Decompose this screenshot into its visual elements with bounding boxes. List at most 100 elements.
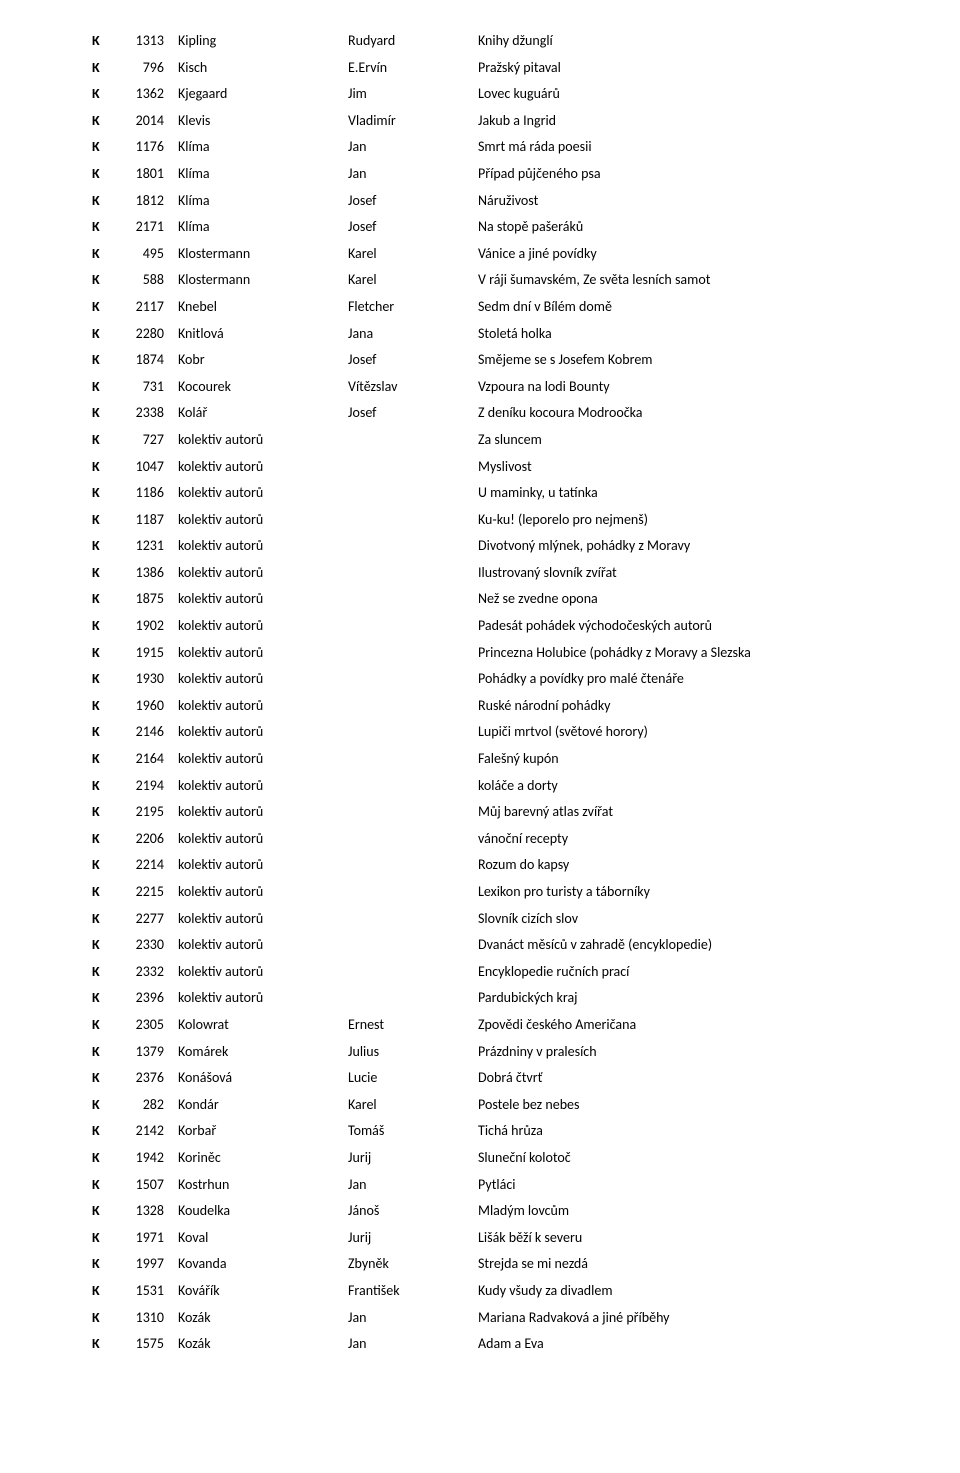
table-row: K1812KlímaJosefNáruživost [92,188,900,215]
row-title: Z deníku kocoura Modroočka [478,400,900,427]
table-row: K2117KnebelFletcherSedm dní v Bílém domě [92,294,900,321]
row-surname: kolektiv autorů [178,773,348,800]
row-title: Jakub a Ingrid [478,108,900,135]
row-title: Divotvoný mlýnek, pohádky z Moravy [478,533,900,560]
table-row: K731KocourekVítězslavVzpoura na lodi Bou… [92,374,900,401]
row-surname: Kondár [178,1092,348,1119]
row-firstname: Jana [348,321,478,348]
row-title: Rozum do kapsy [478,852,900,879]
row-firstname [348,985,478,1012]
row-firstname: Zbyněk [348,1251,478,1278]
row-firstname: Jurij [348,1145,478,1172]
row-title: Postele bez nebes [478,1092,900,1119]
row-firstname [348,906,478,933]
row-surname: kolektiv autorů [178,985,348,1012]
row-firstname: Jim [348,81,478,108]
table-row: K1875kolektiv autorůNež se zvedne opona [92,586,900,613]
row-firstname [348,719,478,746]
row-letter: K [92,959,128,986]
row-surname: kolektiv autorů [178,693,348,720]
row-letter: K [92,1305,128,1332]
row-number: 731 [128,374,178,401]
row-title: Dobrá čtvrť [478,1065,900,1092]
row-title: Falešný kupón [478,746,900,773]
row-firstname [348,533,478,560]
row-number: 1997 [128,1251,178,1278]
row-number: 727 [128,427,178,454]
row-number: 2277 [128,906,178,933]
row-number: 1047 [128,454,178,481]
row-firstname: Jurij [348,1225,478,1252]
row-title: Pražský pitaval [478,55,900,82]
row-firstname: Karel [348,241,478,268]
row-number: 1310 [128,1305,178,1332]
row-letter: K [92,28,128,55]
row-letter: K [92,533,128,560]
row-number: 2305 [128,1012,178,1039]
row-number: 2396 [128,985,178,1012]
row-surname: kolektiv autorů [178,746,348,773]
table-row: K2305KolowratErnestZpovědi českého Ameri… [92,1012,900,1039]
table-row: K1960kolektiv autorůRuské národní pohádk… [92,693,900,720]
row-number: 2146 [128,719,178,746]
row-letter: K [92,1198,128,1225]
row-number: 1575 [128,1331,178,1358]
row-letter: K [92,799,128,826]
row-number: 1328 [128,1198,178,1225]
row-surname: Klíma [178,214,348,241]
row-title: Princezna Holubice (pohádky z Moravy a S… [478,640,900,667]
row-surname: kolektiv autorů [178,533,348,560]
table-row: K2014KlevisVladimírJakub a Ingrid [92,108,900,135]
row-title: Slovník cizích slov [478,906,900,933]
row-firstname [348,799,478,826]
row-number: 1313 [128,28,178,55]
row-number: 588 [128,267,178,294]
row-letter: K [92,108,128,135]
table-row: K2146kolektiv autorůLupiči mrtvol (světo… [92,719,900,746]
row-firstname [348,586,478,613]
row-firstname [348,932,478,959]
row-number: 1971 [128,1225,178,1252]
row-letter: K [92,826,128,853]
table-row: K495KlostermannKarelVánice a jiné povídk… [92,241,900,268]
row-title: Lovec kuguárů [478,81,900,108]
row-number: 1507 [128,1172,178,1199]
row-title: Smrt má ráda poesii [478,134,900,161]
row-letter: K [92,1251,128,1278]
row-letter: K [92,347,128,374]
row-letter: K [92,1278,128,1305]
table-row: K2338KolářJosefZ deníku kocoura Modroočk… [92,400,900,427]
table-row: K282KondárKarelPostele bez nebes [92,1092,900,1119]
table-row: K1176KlímaJanSmrt má ráda poesii [92,134,900,161]
row-surname: kolektiv autorů [178,826,348,853]
row-number: 2330 [128,932,178,959]
row-number: 2214 [128,852,178,879]
row-letter: K [92,480,128,507]
row-letter: K [92,1172,128,1199]
row-firstname: Karel [348,267,478,294]
row-surname: Klíma [178,161,348,188]
row-number: 2117 [128,294,178,321]
row-letter: K [92,746,128,773]
table-row: K2396kolektiv autorůPardubických kraj [92,985,900,1012]
row-title: Pytláci [478,1172,900,1199]
row-surname: Klíma [178,134,348,161]
row-surname: kolektiv autorů [178,640,348,667]
table-row: K2215kolektiv autorůLexikon pro turisty … [92,879,900,906]
row-surname: Kipling [178,28,348,55]
row-surname: kolektiv autorů [178,719,348,746]
row-letter: K [92,852,128,879]
row-title: Vzpoura na lodi Bounty [478,374,900,401]
table-row: K727kolektiv autorůZa sluncem [92,427,900,454]
row-surname: Klostermann [178,241,348,268]
row-number: 2194 [128,773,178,800]
row-letter: K [92,400,128,427]
row-letter: K [92,613,128,640]
row-title: Strejda se mi nezdá [478,1251,900,1278]
row-letter: K [92,719,128,746]
row-title: V ráji šumavském, Ze světa lesních samot [478,267,900,294]
table-row: K1930kolektiv autorůPohádky a povídky pr… [92,666,900,693]
row-firstname [348,640,478,667]
row-surname: Koudelka [178,1198,348,1225]
row-letter: K [92,1092,128,1119]
